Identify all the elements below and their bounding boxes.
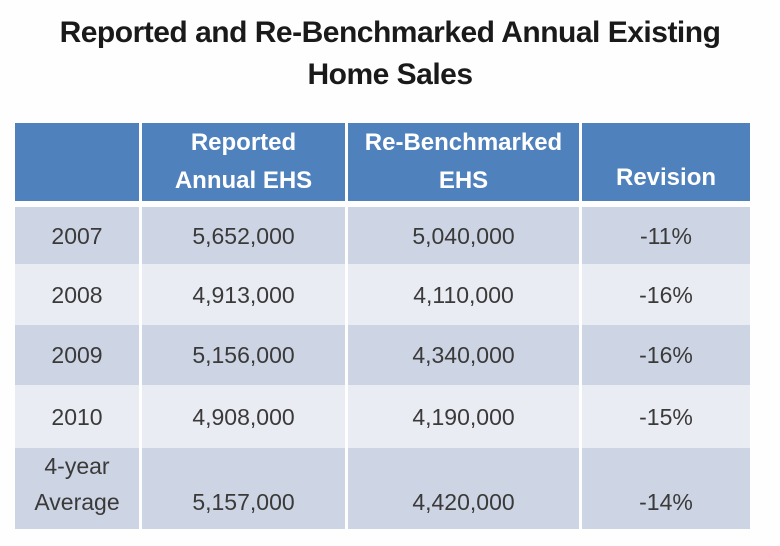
table-row-2009: 2009 5,156,000 4,340,000 -16%	[15, 325, 750, 385]
cell-reported-2010: 4,908,000	[142, 385, 345, 448]
table-header-row: Reported Annual EHS Re-Benchmarked EHS R…	[15, 123, 750, 207]
header-cell-revision: Revision	[582, 123, 750, 207]
cell-rebenchmarked-2008: 4,110,000	[348, 264, 579, 325]
cell-reported-2008: 4,913,000	[142, 264, 345, 325]
ehs-data-table: Reported Annual EHS Re-Benchmarked EHS R…	[12, 123, 753, 529]
cell-reported-2007: 5,652,000	[142, 207, 345, 264]
cell-revision-2008: -16%	[582, 264, 750, 325]
cell-rebenchmarked-2010: 4,190,000	[348, 385, 579, 448]
page-title: Reported and Re-Benchmarked Annual Exist…	[0, 0, 780, 96]
header-cell-rebenchmarked: Re-Benchmarked EHS	[348, 123, 579, 207]
cell-revision-2007: -11%	[582, 207, 750, 264]
cell-year-2009: 2009	[15, 325, 139, 385]
table-row-4-year-average: 4-year Average 5,157,000 4,420,000 -14%	[15, 448, 750, 529]
cell-year-2008: 2008	[15, 264, 139, 325]
page-title-line1: Reported and Re-Benchmarked Annual Exist…	[59, 16, 721, 49]
cell-rebenchmarked-2009: 4,340,000	[348, 325, 579, 385]
cell-year-average: 4-year Average	[15, 448, 139, 529]
cell-revision-average: -14%	[582, 448, 750, 529]
cell-revision-2010: -15%	[582, 385, 750, 448]
cell-reported-2009: 5,156,000	[142, 325, 345, 385]
cell-year-2007: 2007	[15, 207, 139, 264]
table-row-2008: 2008 4,913,000 4,110,000 -16%	[15, 264, 750, 325]
cell-rebenchmarked-2007: 5,040,000	[348, 207, 579, 264]
page-title-line2: Home Sales	[307, 58, 473, 91]
header-cell-year	[15, 123, 139, 207]
cell-reported-average: 5,157,000	[142, 448, 345, 529]
table-row-2007: 2007 5,652,000 5,040,000 -11%	[15, 207, 750, 264]
cell-rebenchmarked-average: 4,420,000	[348, 448, 579, 529]
cell-year-2010: 2010	[15, 385, 139, 448]
cell-revision-2009: -16%	[582, 325, 750, 385]
header-cell-reported: Reported Annual EHS	[142, 123, 345, 207]
table-row-2010: 2010 4,908,000 4,190,000 -15%	[15, 385, 750, 448]
